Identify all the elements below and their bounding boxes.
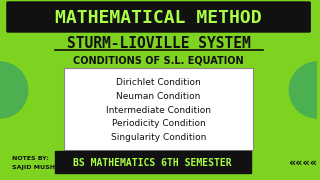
Text: SAJID MUSHTAQ: SAJID MUSHTAQ bbox=[12, 165, 69, 170]
Text: CONDITIONS OF S.L. EQUATION: CONDITIONS OF S.L. EQUATION bbox=[73, 55, 244, 65]
Text: Singularity Condition: Singularity Condition bbox=[111, 134, 206, 143]
Text: Dirichlet Condition: Dirichlet Condition bbox=[116, 78, 201, 87]
Text: BS MATHEMATICS 6TH SEMESTER: BS MATHEMATICS 6TH SEMESTER bbox=[73, 158, 232, 168]
Text: ««««: «««« bbox=[288, 158, 317, 168]
Text: Neuman Condition: Neuman Condition bbox=[116, 91, 201, 100]
FancyBboxPatch shape bbox=[7, 2, 310, 32]
FancyBboxPatch shape bbox=[64, 68, 253, 150]
Text: Intermediate Condition: Intermediate Condition bbox=[106, 105, 211, 114]
Text: MATHEMATICAL METHOD: MATHEMATICAL METHOD bbox=[55, 9, 262, 27]
Text: Periodicity Condition: Periodicity Condition bbox=[112, 120, 205, 129]
Circle shape bbox=[289, 62, 320, 118]
Text: STURM-LIOVILLE SYSTEM: STURM-LIOVILLE SYSTEM bbox=[67, 35, 251, 51]
Text: NOTES BY:: NOTES BY: bbox=[12, 156, 49, 161]
FancyBboxPatch shape bbox=[54, 151, 251, 173]
Circle shape bbox=[0, 62, 28, 118]
